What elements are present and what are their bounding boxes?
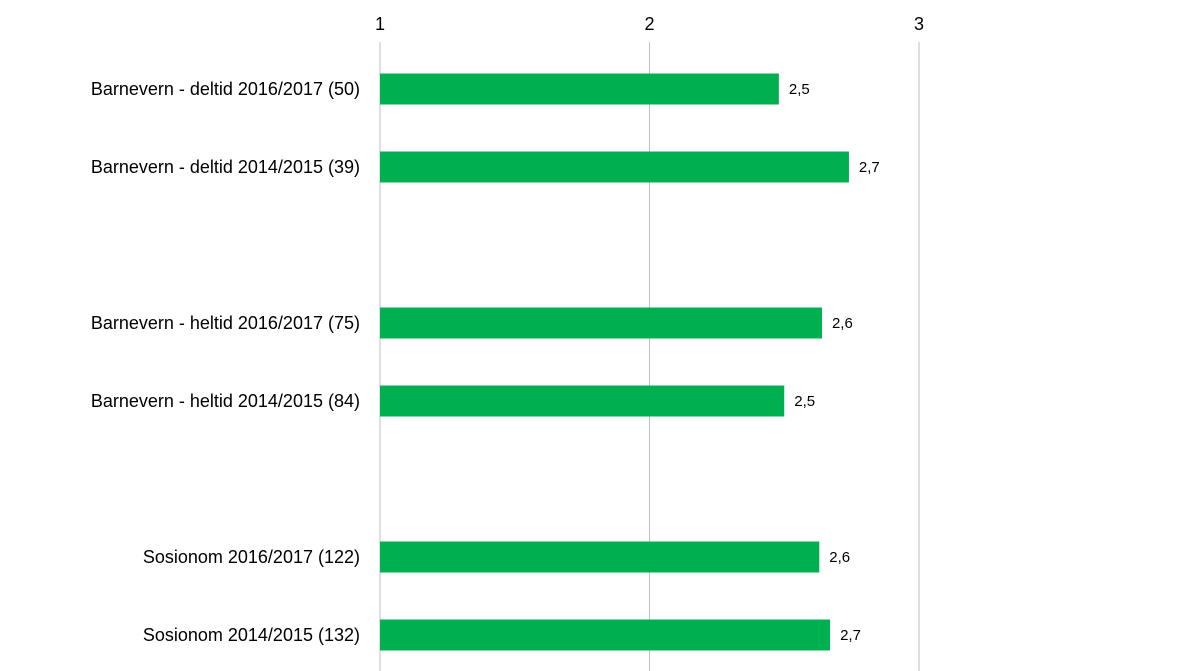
x-tick-label: 3 [914,14,924,34]
data-label: 2,5 [789,81,810,98]
data-label: 2,7 [859,159,880,176]
data-label: 2,6 [829,549,850,566]
data-label: 2,6 [832,315,853,332]
data-label: 2,7 [840,627,861,644]
bar [380,385,785,417]
y-tick-label: Barnevern - heltid 2016/2017 (75) [91,313,360,333]
y-tick-label: Barnevern - heltid 2014/2015 (84) [91,391,360,411]
bar [380,619,831,651]
bar [380,541,820,573]
y-tick-label: Barnevern - deltid 2016/2017 (50) [91,79,360,99]
x-tick-label: 1 [375,14,385,34]
bar [380,307,822,339]
y-tick-label: Sosionom 2014/2015 (132) [143,625,360,645]
data-label: 2,5 [794,393,815,410]
y-tick-label: Sosionom 2016/2017 (122) [143,547,360,567]
bar [380,73,779,105]
y-tick-label: Barnevern - deltid 2014/2015 (39) [91,157,360,177]
x-tick-label: 2 [644,14,654,34]
bar [380,151,849,183]
